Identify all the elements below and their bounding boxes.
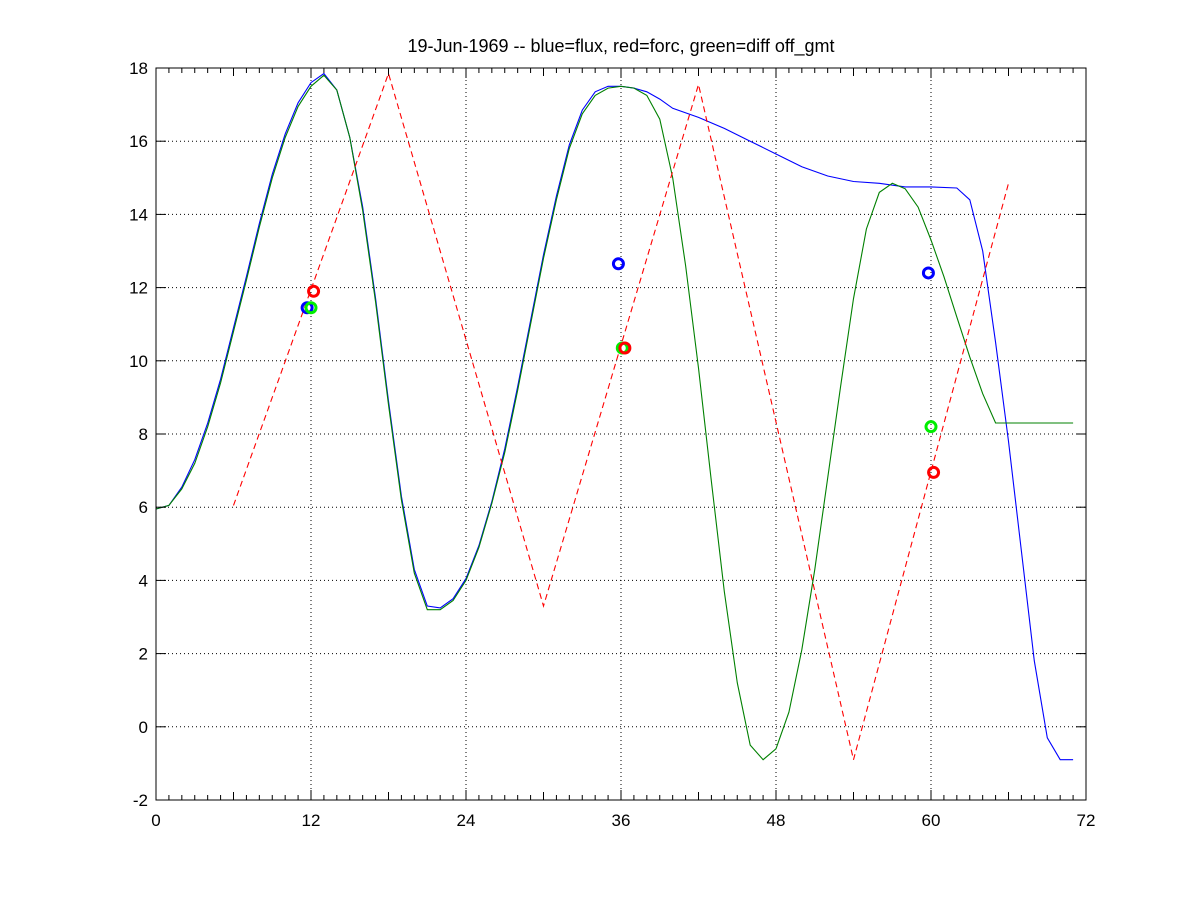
chart-title: 19-Jun-1969 -- blue=flux, red=forc, gree… [407, 36, 834, 57]
series-line-1 [155, 74, 1074, 761]
grid-lines [156, 68, 1086, 800]
x-tick-label: 24 [457, 811, 476, 830]
data-marker [924, 420, 938, 434]
series-line-0 [155, 72, 1074, 761]
data-marker [307, 284, 321, 298]
x-tick-label: 48 [767, 811, 786, 830]
y-tick-label: 8 [139, 425, 148, 444]
data-marker [618, 341, 632, 355]
data-marker [304, 301, 318, 315]
x-tick-label: 0 [151, 811, 160, 830]
minor-ticks [168, 68, 1074, 800]
y-tick-label: 6 [139, 498, 148, 517]
x-tick-label: 72 [1077, 811, 1096, 830]
data-marker [921, 266, 935, 280]
data-markers [300, 257, 941, 479]
y-tick-label: 16 [129, 132, 148, 151]
y-tick-label: 0 [139, 718, 148, 737]
x-tick-label: 36 [612, 811, 631, 830]
y-tick-label: 12 [129, 279, 148, 298]
y-tick-label: 2 [139, 645, 148, 664]
data-marker [927, 465, 941, 479]
data-marker [611, 257, 625, 271]
x-tick-label: 12 [302, 811, 321, 830]
y-tick-label: -2 [133, 791, 148, 810]
y-tick-label: 14 [129, 205, 148, 224]
x-tick-label: 60 [922, 811, 941, 830]
y-tick-label: 10 [129, 352, 148, 371]
y-tick-label: 4 [139, 571, 148, 590]
y-tick-label: 18 [129, 59, 148, 78]
